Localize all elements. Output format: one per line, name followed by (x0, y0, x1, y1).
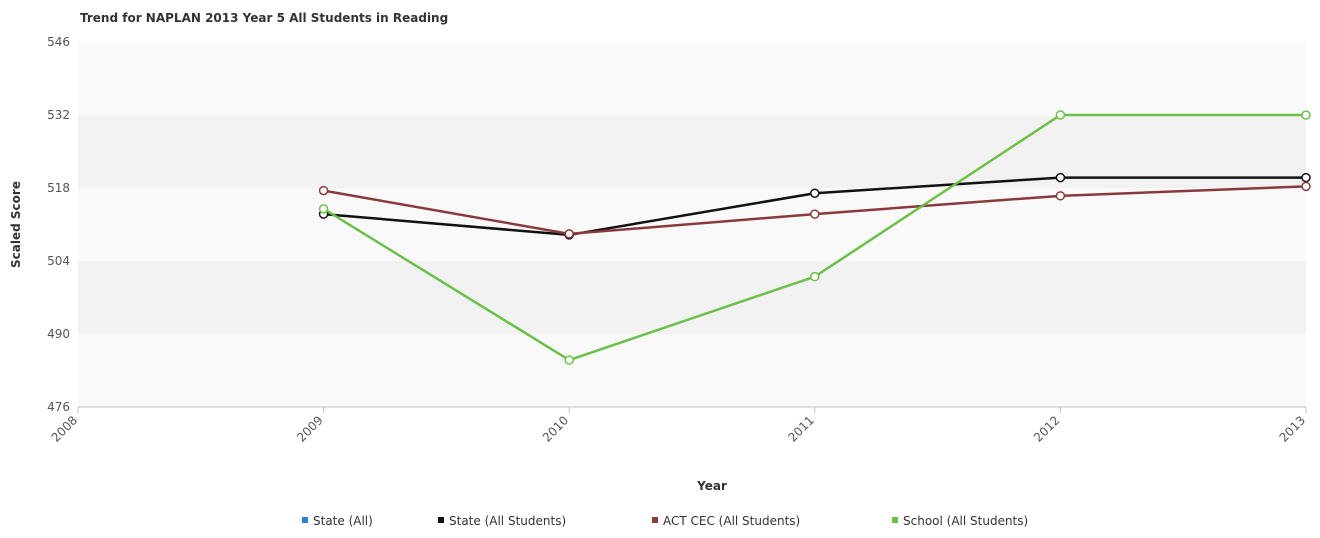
legend-item[interactable]: School (All Students) (892, 514, 1028, 528)
legend-label: School (All Students) (903, 514, 1028, 528)
y-tick-label: 518 (47, 181, 70, 195)
x-tick-label: 2010 (540, 413, 571, 444)
legend-marker (302, 517, 308, 523)
legend-item[interactable]: State (All) (302, 514, 373, 528)
x-axis-ticks: 2008 2009 2010 2011 2012 2013 (49, 407, 1308, 445)
plot-band (78, 115, 1306, 188)
y-tick-label: 504 (47, 254, 70, 268)
legend: State (All) State (All Students) ACT CEC (… (302, 514, 1028, 528)
y-axis-title: Scaled Score (9, 181, 23, 268)
legend-marker (652, 517, 658, 523)
plot-band (78, 42, 1306, 115)
data-point[interactable] (810, 188, 820, 198)
data-point[interactable] (1301, 181, 1311, 192)
data-point[interactable] (1301, 172, 1311, 183)
data-point[interactable] (810, 271, 820, 282)
legend-label: ACT CEC (All Students) (663, 514, 800, 528)
legend-label: State (All) (313, 514, 373, 528)
plot-background-bands (78, 42, 1306, 407)
data-point[interactable] (1055, 191, 1066, 201)
chart-title: Trend for NAPLAN 2013 Year 5 All Student… (80, 11, 448, 25)
x-tick-label: 2009 (294, 413, 325, 444)
x-tick-label: 2012 (1031, 413, 1062, 444)
data-point[interactable] (1301, 110, 1311, 120)
data-point[interactable] (318, 185, 329, 196)
legend-item[interactable]: ACT CEC (All Students) (652, 514, 800, 528)
plot-band (78, 334, 1306, 407)
data-point[interactable] (564, 355, 574, 365)
legend-item[interactable]: State (All Students) (438, 514, 566, 528)
legend-marker (892, 517, 898, 523)
y-tick-label: 546 (47, 35, 70, 49)
data-point[interactable] (1055, 110, 1066, 120)
y-tick-label: 490 (47, 327, 70, 341)
data-point[interactable] (810, 209, 820, 219)
y-tick-label: 476 (47, 400, 70, 414)
legend-label: State (All Students) (449, 514, 566, 528)
plot-band (78, 261, 1306, 334)
x-tick-label: 2013 (1277, 413, 1308, 444)
legend-marker (438, 517, 444, 523)
series-layer (318, 110, 1311, 365)
y-tick-label: 532 (47, 108, 70, 122)
x-tick-label: 2008 (49, 413, 80, 444)
data-point[interactable] (564, 229, 574, 239)
x-axis-title: Year (696, 479, 727, 493)
data-point[interactable] (318, 204, 329, 214)
data-point[interactable] (1055, 172, 1066, 183)
x-tick-label: 2011 (785, 413, 816, 444)
y-axis-ticks: 476 490 504 518 532 546 (47, 35, 70, 414)
